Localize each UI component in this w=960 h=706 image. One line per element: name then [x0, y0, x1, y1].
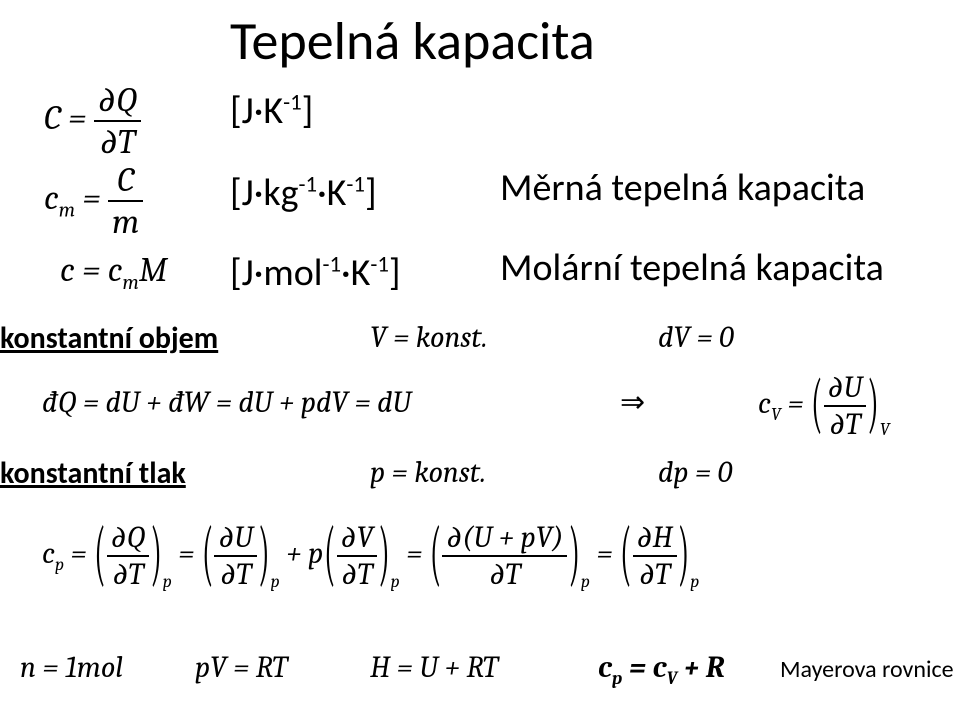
u3-e1: -1: [322, 250, 341, 278]
dU-num: ∂U: [824, 370, 867, 405]
Vconst: V = konst.: [370, 320, 488, 355]
unit-JmolK: [J·mol-1·K-1]: [230, 250, 401, 296]
lp3: (: [324, 512, 335, 596]
sp5: p: [690, 571, 699, 592]
unit-JkgK: [J·kg-1·K-1]: [230, 170, 377, 216]
dQ-den: ∂T: [107, 555, 150, 592]
cm-lhs: c: [44, 178, 59, 218]
imply: ⇒: [620, 385, 645, 420]
cp-eq3: =: [400, 536, 429, 571]
u1-a: [J·K: [230, 88, 283, 134]
c-eq-l: c = c: [60, 250, 123, 290]
u2-a: [J·kg: [230, 170, 299, 216]
defs-block: C = ∂Q ∂T: [44, 80, 141, 162]
cm-eq: cm = C m: [44, 160, 143, 242]
rp4: ): [568, 512, 579, 596]
lp: (: [811, 365, 822, 442]
sp4: p: [581, 571, 590, 592]
UpV-num: ∂(U + pV): [442, 520, 567, 555]
mayer-label: Mayerova rovnice: [780, 655, 954, 684]
u3-e2: -1: [370, 250, 389, 278]
cV-sub: V: [771, 404, 781, 425]
subV: V: [880, 419, 890, 440]
me-ls: p: [612, 668, 622, 689]
cm-mid: =: [75, 178, 108, 218]
dH-den: ∂T: [633, 555, 677, 592]
unit-JK: [J·K-1]: [230, 88, 313, 134]
cp-eq1: =: [64, 536, 93, 571]
u1-end: ]: [302, 88, 314, 134]
cm-den: m: [108, 200, 143, 242]
dUp-den: ∂T: [214, 555, 257, 592]
dQ-num: ∂Q: [107, 520, 150, 555]
n1mol: n = 1mol: [20, 650, 123, 685]
cp-line: cp = ( ∂Q ∂T )p = ( ∂U ∂T )p + p( ∂V ∂T …: [42, 520, 699, 592]
u3-m: ·K: [341, 250, 370, 296]
heading-const-p: konstantní tlak: [0, 455, 186, 492]
dV0: dV = 0: [658, 320, 734, 355]
plusp: + p: [280, 536, 324, 571]
dU-den: ∂T: [824, 405, 867, 442]
cp-eq2: =: [172, 536, 201, 571]
dUp-num: ∂U: [214, 520, 257, 555]
desc-specific: Měrná tepelná kapacita: [500, 165, 865, 211]
lp5: (: [620, 512, 631, 596]
c-eq-M: M: [139, 250, 167, 290]
rp1: ): [150, 512, 161, 596]
cp-l: c: [42, 536, 55, 571]
rp3: ): [378, 512, 389, 596]
rp5: ): [678, 512, 689, 596]
me-ms: V: [667, 668, 678, 689]
u2-e1: -1: [299, 170, 318, 198]
dH-num: ∂H: [633, 520, 677, 555]
me-m: = c: [622, 650, 666, 685]
C-den: ∂T: [94, 120, 141, 162]
dV-num: ∂V: [337, 520, 378, 555]
pVRT: pV = RT: [195, 650, 287, 685]
cV-eq: cV = ( ∂U ∂T )V: [758, 370, 890, 442]
u2-m: ·K: [317, 170, 346, 216]
cp-eq4: =: [590, 536, 619, 571]
u1-exp: -1: [283, 88, 302, 116]
cV-l: c: [758, 386, 771, 421]
sp3: p: [391, 571, 400, 592]
u3-end: ]: [389, 250, 401, 296]
cp-sub: p: [55, 554, 64, 575]
HURT: H = U + RT: [370, 650, 498, 685]
UpV-den: ∂T: [442, 555, 567, 592]
c-eq: c = cmM: [60, 250, 167, 295]
c-eq-sub: m: [123, 272, 139, 295]
dQline: đQ = dU + đW = dU + pdV = dU: [42, 385, 411, 420]
sp1: p: [163, 571, 172, 592]
lp4: (: [430, 512, 441, 596]
u3-a: [J·mol: [230, 250, 322, 296]
desc-molar: Molární tepelná kapacita: [500, 245, 884, 291]
dV-den: ∂T: [337, 555, 378, 592]
cV-e: =: [781, 386, 810, 421]
heading-const-vol: konstantní objem: [0, 320, 218, 357]
cm-num: C: [108, 160, 143, 200]
u2-end: ]: [365, 170, 377, 216]
me-r: + R: [677, 650, 724, 685]
dp0: dp = 0: [658, 455, 732, 490]
mayer-eq: cp = cV + R: [598, 650, 725, 689]
pconst: p = konst.: [370, 455, 486, 490]
rp2: ): [258, 512, 269, 596]
C-lhs: C =: [44, 98, 86, 138]
me-l: c: [598, 650, 612, 685]
sp2: p: [271, 571, 280, 592]
lp1: (: [94, 512, 105, 596]
cm-sub: m: [59, 200, 75, 223]
u2-e2: -1: [346, 170, 365, 198]
rp: ): [867, 365, 878, 442]
lp2: (: [202, 512, 213, 596]
page-title: Tepelná kapacita: [230, 8, 595, 74]
C-num: ∂Q: [94, 80, 141, 120]
